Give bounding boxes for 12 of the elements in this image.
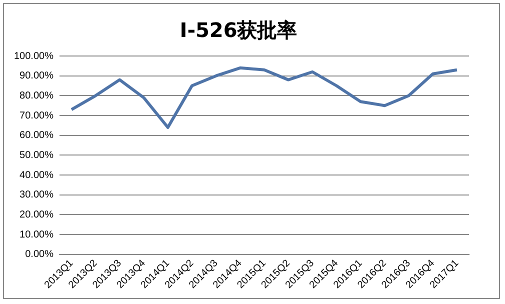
y-tick-label: 10.00% [20,229,54,240]
y-tick-label: 70.00% [20,110,54,122]
y-tick-label: 50.00% [20,150,54,161]
y-tick-label: 100.00% [14,50,54,62]
y-tick-label: 60.00% [20,130,54,142]
y-tick-label: 20.00% [20,209,54,220]
y-tick-label: 40.00% [20,170,54,181]
y-tick-label: 30.00% [20,190,54,201]
y-tick-label: 80.00% [20,90,54,102]
chart-title: I-526获批率 [180,18,298,42]
y-tick-label: 90.00% [20,70,54,82]
y-tick-label: 0.00% [25,249,54,260]
